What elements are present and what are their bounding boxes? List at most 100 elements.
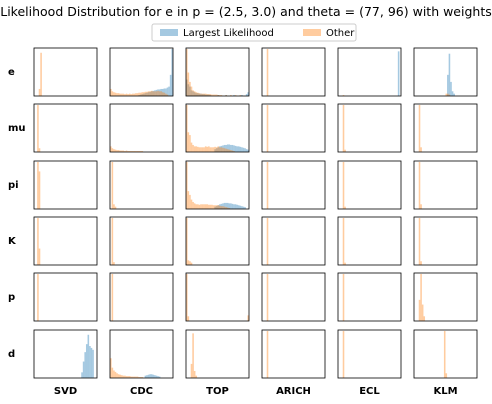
bar-other-7 [121,150,123,152]
bar-other-0 [111,162,114,209]
bar-other-9 [124,375,126,378]
subplot-frame [33,216,98,266]
bar-other-18 [138,92,140,96]
bar-other-0 [110,88,112,96]
bar-other-14 [132,376,134,378]
chart-title: Likelihood Distribution for e in p = (2.… [0,4,492,19]
row-label-mu: mu [8,123,26,134]
legend: Largest Likelihood Other [151,23,357,42]
bar-largest-0 [138,95,140,96]
bar-other-9 [200,93,202,96]
subplot-frame [33,329,98,379]
bar-other-1 [344,262,346,265]
bar-largest-2 [147,374,150,378]
bar-largest-10 [201,94,204,96]
bar-other-0 [266,218,269,265]
subplot-p-klm [413,272,478,322]
bar-other-18 [214,94,216,96]
bar-largest-21 [247,92,249,96]
bar-largest-9 [228,203,231,209]
bar-other-20 [217,205,220,209]
bar-other-3 [114,92,117,96]
bar-other-2 [113,149,115,152]
bar-other-7 [197,204,199,209]
bar-other-0 [443,331,446,378]
subplot-d-klm [413,329,478,379]
bar-other-19 [215,94,218,96]
bar-other-6 [119,374,122,378]
bar-other-11 [203,93,205,96]
subplot-d-ecl [337,329,402,379]
bar-other-11 [127,151,129,152]
bar-other-11 [127,94,129,96]
bar-other-15 [209,94,212,96]
bar-other-1 [38,148,41,152]
subplot-K-cdc [109,216,174,266]
bar-largest-10 [230,144,232,152]
bar-other-4 [192,144,194,152]
bar-other-13 [130,376,133,378]
row-label-d: d [8,349,15,360]
bar-other-0 [418,162,421,209]
bar-other-11 [127,376,129,378]
subplot-frame [109,272,174,322]
bar-other-35 [165,93,167,96]
subplot-mu-arich [261,103,326,153]
bar-other-0 [37,218,39,265]
bar-other-6 [195,204,198,209]
subplot-frame [413,47,478,97]
bar-other-13 [130,151,133,152]
bar-other-21 [219,147,221,152]
bar-largest-18 [166,87,169,96]
subplot-frame [337,160,402,210]
subplot-frame [337,329,402,379]
bar-other-22 [220,95,223,96]
row-label-pi: pi [8,180,19,191]
column-label-cdc: CDC [130,386,153,397]
column-label-top: TOP [206,386,229,397]
subplot-pi-top [185,160,250,210]
subplot-frame [109,160,174,210]
bar-other-31 [158,91,161,96]
bar-largest-6 [154,375,156,378]
bar-other-0 [266,331,269,378]
bar-largest-9 [152,90,155,96]
bar-other-9 [124,151,126,152]
bar-other-15 [209,204,212,209]
bar-largest-6 [223,144,226,152]
bar-other-26 [239,95,242,96]
bar-other-2 [189,81,191,96]
bar-largest-17 [241,206,243,209]
bar-other-2 [193,370,196,378]
subplot-e-cdc [109,47,174,97]
bar-other-36 [166,94,169,96]
subplot-grid: e mu pi Kp d SVD CDC TOP ARICH ECL KLM [8,47,478,397]
bar-other-0 [37,162,39,209]
bar-largest-3 [190,90,193,96]
bar-other-7 [121,93,123,96]
bar-other-24 [230,95,232,96]
bar-other-0 [110,146,112,152]
subplot-frame [413,272,478,322]
bar-other-16 [211,147,213,152]
bar-largest-16 [239,146,242,152]
bar-other-26 [226,207,229,209]
bar-other-1 [420,147,422,152]
bar-other-0 [38,88,41,96]
subplot-frame [261,216,326,266]
bar-other-3 [114,371,117,378]
bar-largest-2 [450,81,452,96]
bar-other-5 [117,374,120,378]
bar-other-12 [128,376,131,378]
bar-other-0 [190,363,193,378]
subplot-frame [413,329,478,379]
bar-largest-2 [189,86,191,96]
bar-other-0 [110,358,112,378]
bar-largest-1 [139,94,142,96]
bar-largest-11 [231,144,234,152]
bar-other-30 [157,90,159,96]
bar-largest-2 [217,205,220,209]
subplot-K-svd [33,216,98,266]
bar-largest-18 [233,95,235,96]
bar-other-2 [247,315,249,321]
